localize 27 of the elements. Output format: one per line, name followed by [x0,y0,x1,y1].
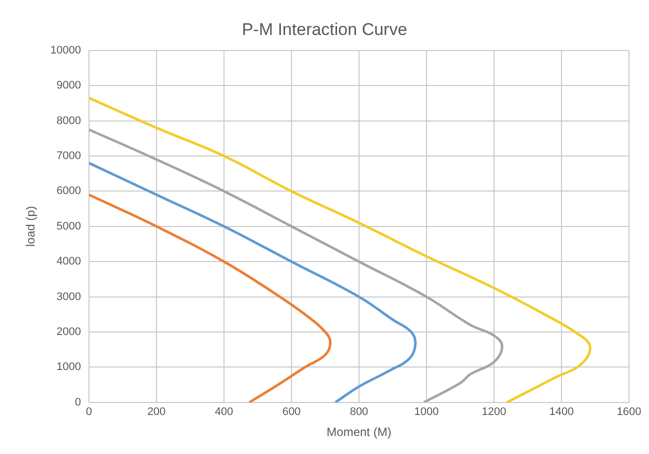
x-tick-label: 0 [86,406,92,418]
x-tick-label: 800 [350,406,368,418]
y-axis-title: load (p) [24,206,38,247]
line-series [88,162,417,402]
line-series [88,193,332,402]
y-tick-label: 0 [74,396,81,408]
x-tick-label: 600 [282,406,301,418]
y-tick-label: 2000 [56,326,81,338]
x-tick-label: 1200 [482,406,506,418]
y-tick-label: 7000 [56,150,81,162]
y-tick-label: 8000 [56,114,81,127]
x-tick-label: 1600 [616,406,642,418]
x-tick-label: 1400 [549,406,574,418]
y-tick-label: 10000 [50,44,81,56]
y-tick-label: 9000 [56,80,81,92]
y-tick-label: 5000 [56,220,81,232]
x-tick-label: 200 [147,406,166,418]
y-tick-label: 1000 [56,361,81,374]
x-axis-title: Moment (M) [326,425,392,440]
line-series [88,96,592,402]
y-tick-label: 4000 [56,256,81,268]
y-tick-label: 3000 [56,290,81,303]
x-tick-label: 1000 [414,406,439,418]
chart-title: P-M Interaction Curve [242,20,408,39]
line-series [88,128,504,402]
x-tick-label: 400 [214,406,234,418]
y-tick-label: 6000 [56,185,81,198]
